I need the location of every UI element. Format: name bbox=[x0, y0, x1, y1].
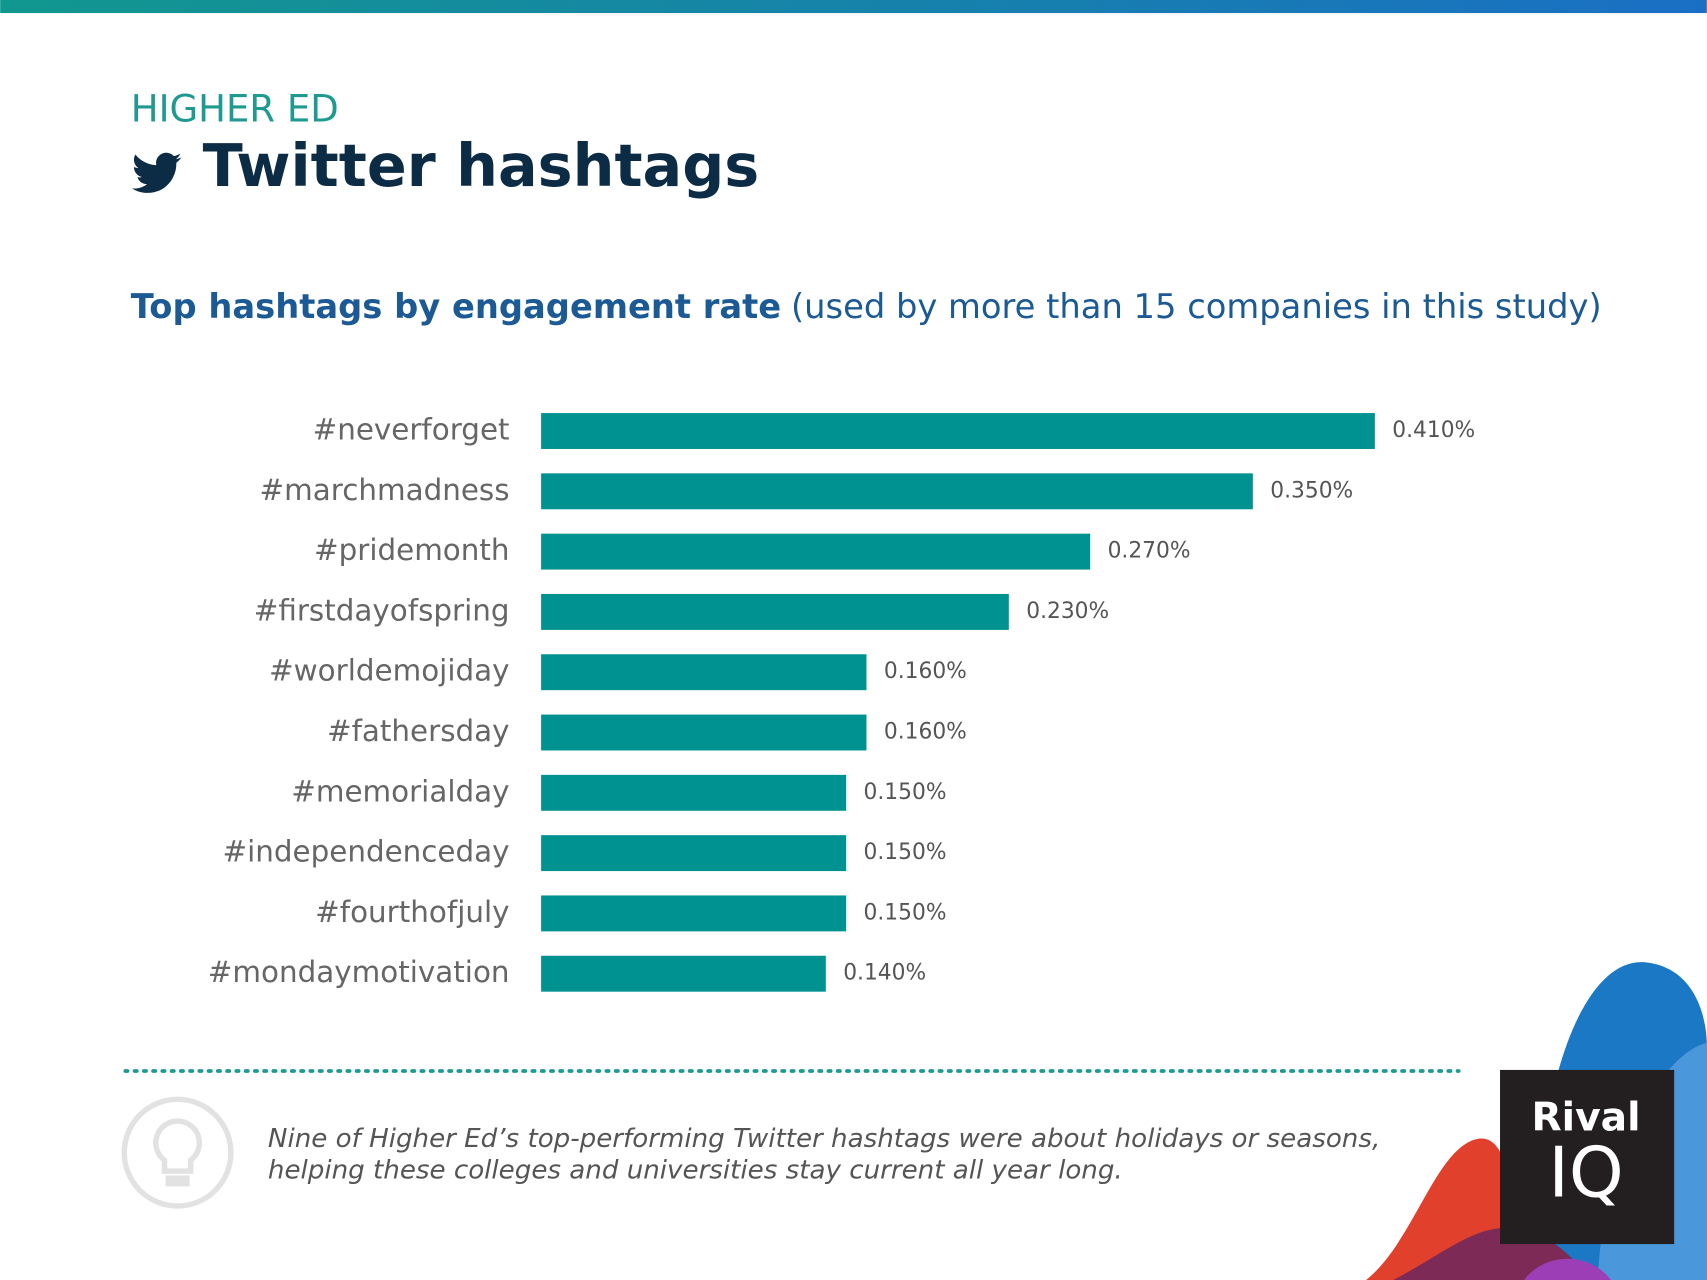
bar bbox=[541, 955, 826, 992]
note: Nine of Higher Ed’s top-performing Twitt… bbox=[268, 1124, 1380, 1154]
y-tick-label: #fathersday bbox=[327, 714, 510, 748]
chart-title: Twitter hashtags bbox=[203, 131, 760, 200]
bar bbox=[541, 714, 867, 751]
bar bbox=[541, 835, 847, 872]
bar bbox=[541, 593, 1009, 630]
value-label: 0.160% bbox=[884, 720, 967, 745]
logo-text: Rival bbox=[1532, 1096, 1641, 1141]
top-bar bbox=[0, 0, 1707, 14]
decoration bbox=[1523, 1258, 1612, 1280]
value-label: 0.160% bbox=[884, 659, 967, 684]
bar bbox=[541, 413, 1375, 449]
value-label: 0.270% bbox=[1108, 539, 1191, 564]
value-label: 0.230% bbox=[1026, 599, 1109, 624]
subtitle-main: Top hashtags by engagement rate bbox=[131, 287, 781, 326]
bar bbox=[541, 473, 1253, 510]
y-tick-label: #independenceday bbox=[223, 835, 510, 869]
y-tick-label: #mondaymotivation bbox=[208, 955, 510, 989]
value-label: 0.150% bbox=[864, 780, 947, 805]
bar bbox=[541, 654, 867, 691]
twitter-icon bbox=[131, 152, 182, 193]
bar bbox=[541, 774, 847, 811]
subtitle: Top hashtags by engagement rate (used by … bbox=[131, 287, 1602, 326]
bulb-icon bbox=[121, 1096, 234, 1209]
y-tick-label: #worldemojiday bbox=[269, 654, 510, 688]
y-tick-label: #pridemonth bbox=[314, 533, 510, 567]
value-label: 0.140% bbox=[843, 961, 926, 986]
kicker: HIGHER ED bbox=[131, 88, 339, 131]
y-tick-label: #marchmadness bbox=[260, 473, 510, 507]
bar bbox=[541, 533, 1091, 570]
value-label: 0.150% bbox=[864, 840, 947, 865]
y-tick-label: #neverforget bbox=[313, 413, 510, 447]
note: helping these colleges and universities … bbox=[268, 1156, 1123, 1186]
y-tick-label: #firstdayofspring bbox=[254, 593, 510, 627]
y-tick-label: #fourthofjuly bbox=[315, 895, 509, 929]
logo-text: IQ bbox=[1548, 1133, 1623, 1214]
value-label: 0.410% bbox=[1392, 418, 1475, 443]
logo-box bbox=[1500, 1069, 1675, 1245]
bar bbox=[541, 895, 847, 932]
value-label: 0.150% bbox=[864, 900, 947, 925]
value-label: 0.350% bbox=[1270, 478, 1353, 503]
subtitle-note: (used by more than 15 companies in this … bbox=[791, 287, 1602, 326]
y-tick-label: #memorialday bbox=[291, 774, 509, 808]
